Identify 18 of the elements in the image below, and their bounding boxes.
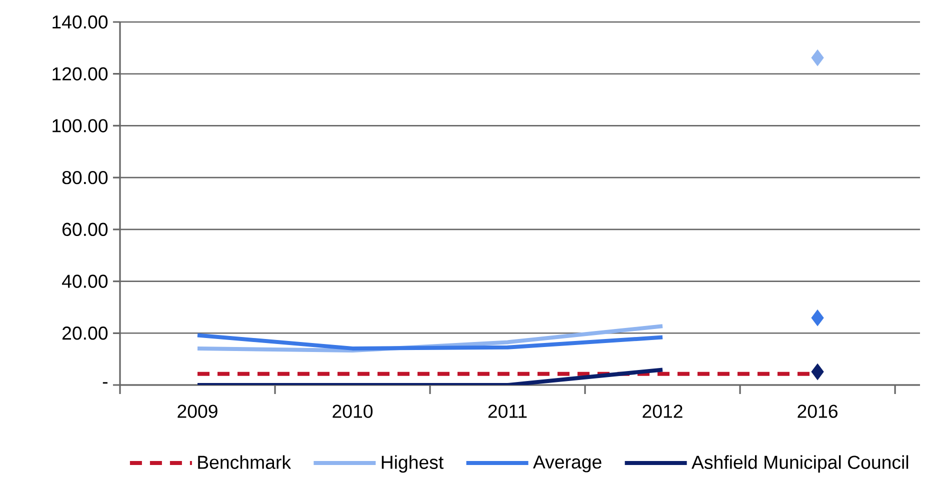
y-tick-label: 140.00	[52, 15, 108, 29]
y-tick-label: 40.00	[62, 274, 108, 288]
y-tick-label: 120.00	[52, 67, 108, 80]
y-tick-label: 60.00	[62, 222, 108, 236]
y-tick-label: 80.00	[62, 170, 108, 184]
x-tick-label: 2012	[642, 404, 682, 418]
legend-label: Average	[533, 456, 602, 472]
line-series	[196, 333, 665, 350]
legend-label: Highest	[382, 455, 444, 473]
legend-label: Ashfield Municipal Council	[692, 455, 908, 473]
legend-label: Benchmark	[198, 455, 292, 469]
x-tick-label: 2010	[332, 404, 373, 418]
x-tick-label: 2009	[178, 404, 218, 418]
x-tick-label: 2016	[798, 404, 838, 418]
y-tick-label: 20.00	[62, 326, 108, 340]
y-tick-label: 100.00	[52, 119, 108, 132]
x-tick-label: 2011	[488, 404, 527, 418]
y-tick-label: -	[102, 382, 108, 384]
